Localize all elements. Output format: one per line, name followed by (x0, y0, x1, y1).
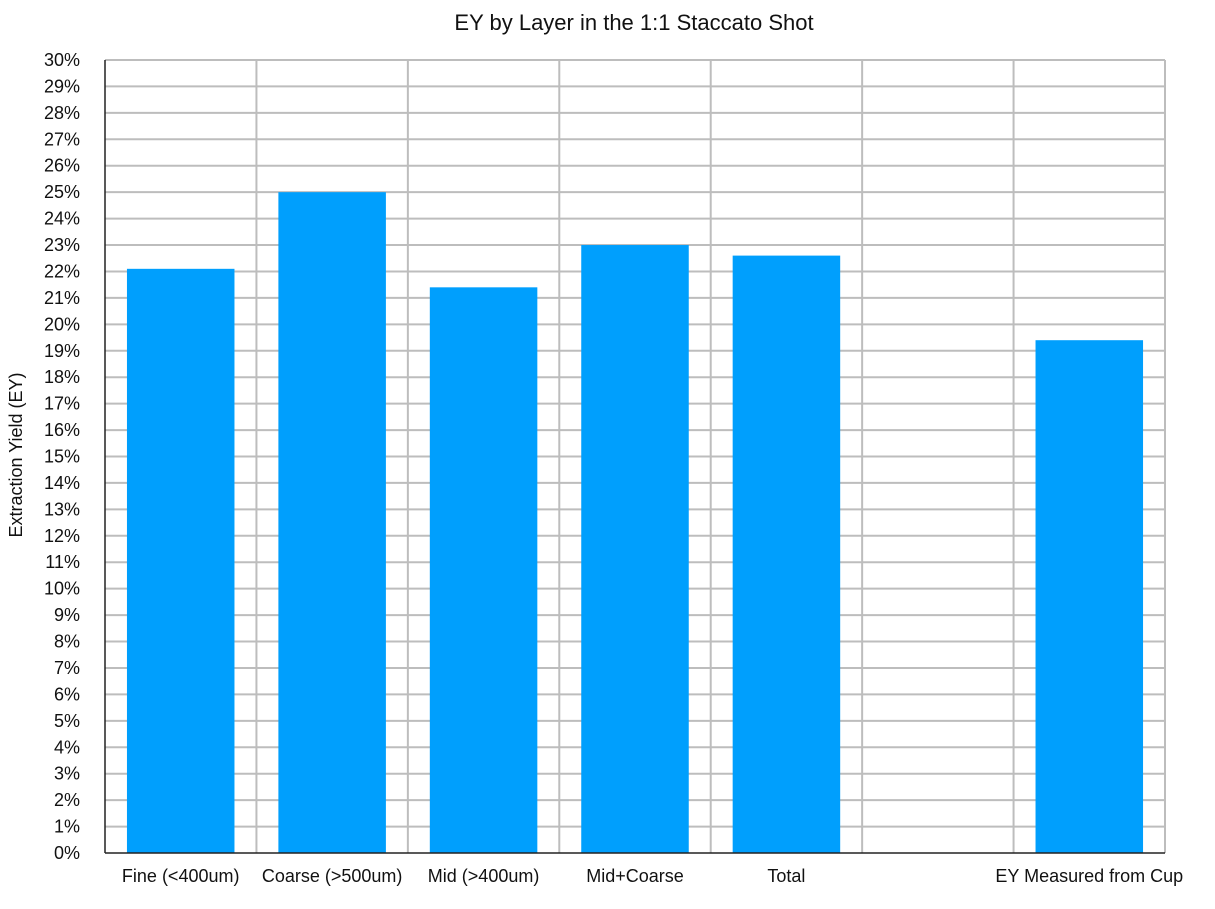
bar (581, 245, 689, 854)
y-tick-label: 25% (44, 182, 80, 202)
x-category-label: Fine (<400um) (122, 866, 240, 886)
y-tick-label: 18% (44, 367, 80, 387)
y-tick-label: 27% (44, 129, 80, 149)
y-tick-label: 9% (54, 605, 80, 625)
y-tick-label: 11% (45, 552, 80, 572)
x-category-labels: Fine (<400um) Coarse (>500um) Mid (>400um)… (122, 866, 1183, 886)
y-tick-label: 2% (54, 790, 80, 810)
y-tick-label: 5% (54, 711, 80, 731)
y-tick-label: 0% (54, 843, 80, 863)
y-tick-label: 6% (54, 684, 80, 704)
y-tick-label: 28% (44, 103, 80, 123)
x-category-label: Mid (>400um) (428, 866, 540, 886)
y-tick-label: 30% (44, 50, 80, 70)
bar (732, 255, 841, 853)
bar (126, 268, 235, 853)
y-tick-label: 26% (44, 156, 80, 176)
y-tick-label: 3% (54, 764, 80, 784)
y-tick-label: 10% (44, 579, 80, 599)
y-tick-labels: 0% 1% 2% 3% 4% 5% 6% 7% 8% 9% 10% 11% 12% 13% 14% 15% 16… (44, 50, 80, 863)
y-tick-label: 14% (44, 473, 80, 493)
y-tick-label: 12% (44, 526, 80, 546)
y-tick-label: 1% (54, 817, 80, 837)
y-tick-label: 16% (44, 420, 80, 440)
y-tick-label: 17% (44, 394, 80, 414)
y-tick-label: 8% (54, 632, 80, 652)
axes (104, 60, 1165, 854)
x-category-label: Total (767, 866, 805, 886)
y-tick-label: 19% (44, 341, 80, 361)
y-tick-label: 21% (44, 288, 80, 308)
bar (1035, 340, 1144, 853)
y-tick-label: 15% (44, 447, 80, 467)
bar (429, 287, 538, 853)
y-tick-label: 22% (44, 261, 80, 281)
x-category-label: EY Measured from Cup (995, 866, 1183, 886)
x-category-label: Coarse (>500um) (262, 866, 403, 886)
y-tick-label: 4% (54, 737, 80, 757)
y-tick-label: 20% (44, 314, 80, 334)
y-tick-label: 24% (44, 209, 80, 229)
y-axis-label: Extraction Yield (EY) (6, 372, 26, 537)
y-tick-label: 29% (44, 76, 80, 96)
chart-title: EY by Layer in the 1:1 Staccato Shot (454, 10, 813, 35)
y-tick-label: 13% (44, 499, 80, 519)
bars (126, 192, 1144, 854)
y-tick-label: 23% (44, 235, 80, 255)
bar (278, 192, 386, 853)
x-category-label: Mid+Coarse (586, 866, 684, 886)
y-tick-label: 7% (54, 658, 80, 678)
